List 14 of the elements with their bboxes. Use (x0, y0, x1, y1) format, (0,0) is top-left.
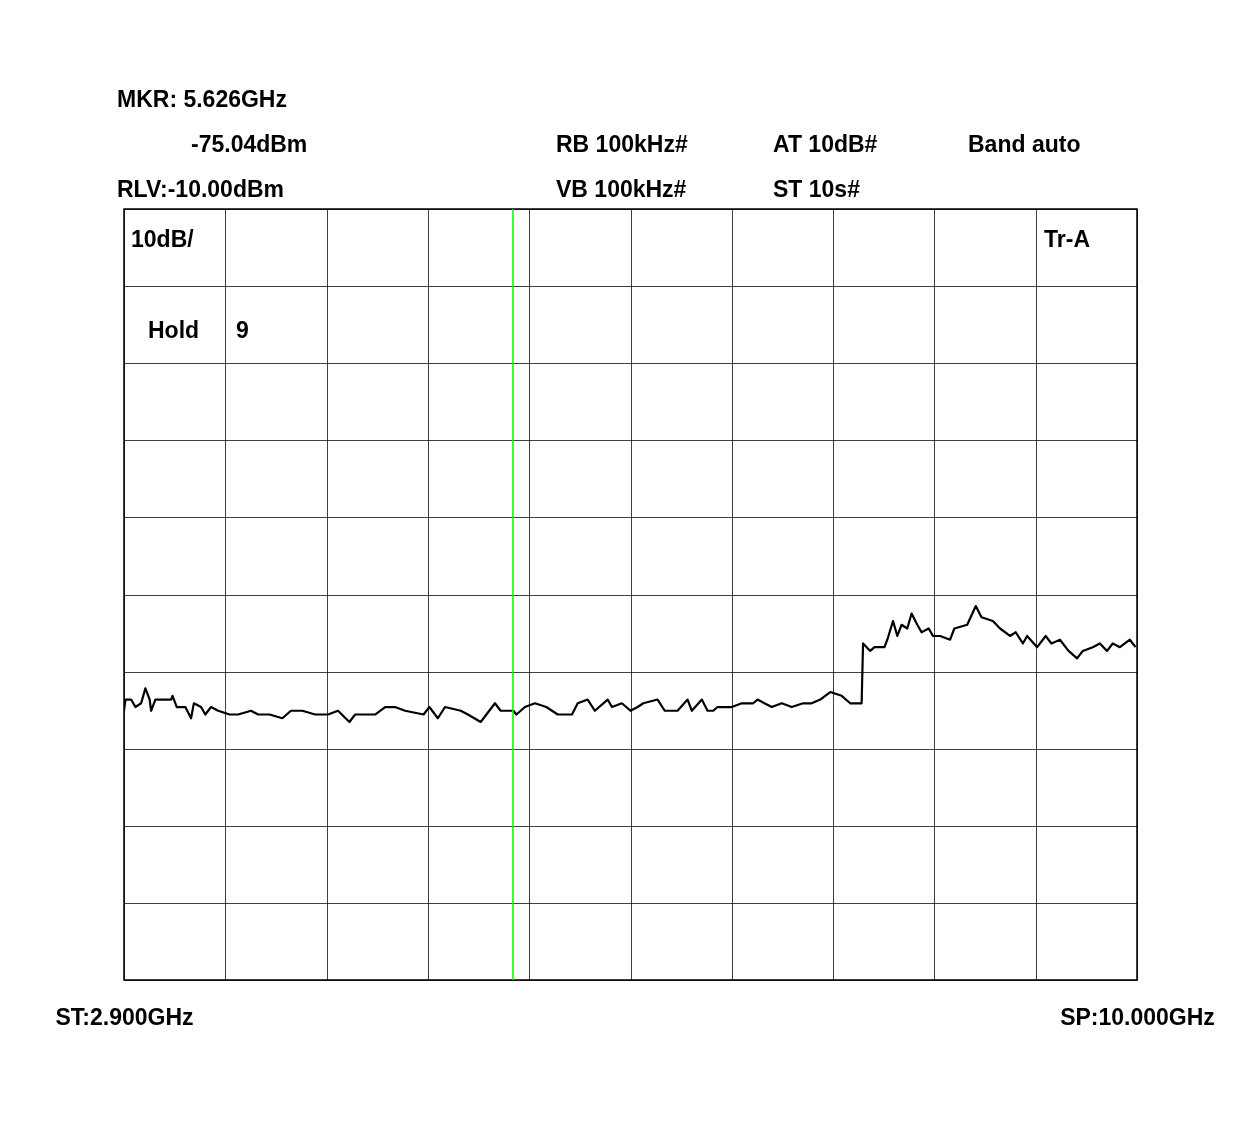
text: VB 100kHz# (556, 176, 687, 202)
text: ST 10s# (773, 176, 861, 202)
text: 10dB/ (131, 226, 195, 252)
text: -75.04dBm (191, 131, 308, 157)
text: RLV:-10.00dBm (117, 176, 285, 202)
text: AT 10dB# (773, 131, 878, 157)
text: 9 (236, 317, 249, 343)
text: Hold (148, 317, 200, 343)
text: MKR: 5.626GHz (117, 86, 287, 112)
text: RB 100kHz# (556, 131, 688, 157)
text: Band auto (968, 131, 1081, 157)
x-tick-label: SP:10.000GHz (1060, 1003, 1215, 1030)
x-tick-label: ST:2.900GHz (55, 1003, 194, 1030)
text: Tr-A (1044, 226, 1090, 252)
